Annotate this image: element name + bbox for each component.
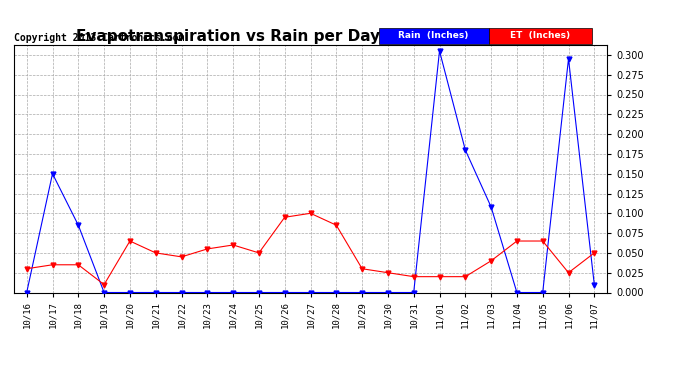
Title: Evapotranspiration vs Rain per Day (Inches) 20131108: Evapotranspiration vs Rain per Day (Inch… — [76, 29, 545, 44]
Text: Rain  (Inches): Rain (Inches) — [398, 32, 469, 40]
FancyBboxPatch shape — [489, 28, 593, 44]
FancyBboxPatch shape — [379, 28, 489, 44]
Text: ET  (Inches): ET (Inches) — [511, 32, 571, 40]
Text: Copyright 2013 Cartronics.com: Copyright 2013 Cartronics.com — [14, 33, 184, 42]
